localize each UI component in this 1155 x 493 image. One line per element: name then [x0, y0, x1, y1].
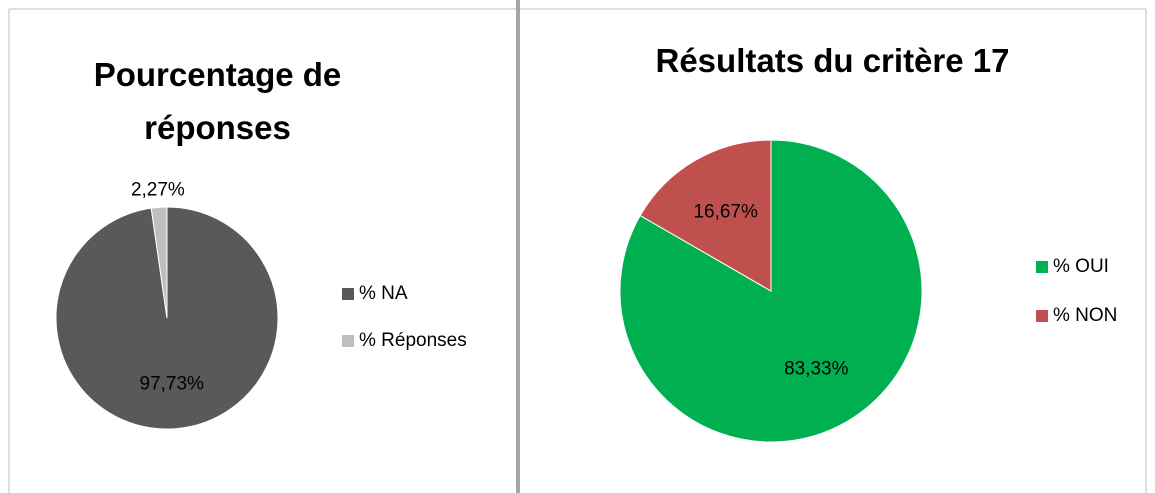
legend-swatch	[1036, 261, 1048, 273]
legend-label: % NA	[359, 283, 408, 304]
legend-label: % OUI	[1053, 256, 1109, 277]
pie-slice	[150, 206, 168, 319]
data-label: 97,73%	[140, 373, 205, 394]
chart-title: Pourcentage de réponses	[93, 56, 342, 146]
legend-label: % NON	[1053, 305, 1117, 326]
chart-title: Résultats du critère 17	[655, 42, 1010, 79]
legend-swatch	[342, 288, 354, 300]
data-label: 16,67%	[693, 202, 758, 223]
pie-slice	[639, 139, 772, 292]
legend-swatch	[1036, 310, 1048, 322]
data-label: 2,27%	[131, 180, 185, 201]
data-label: 83,33%	[784, 358, 849, 379]
legend-swatch	[342, 335, 354, 347]
legend-label: % Réponses	[359, 330, 467, 351]
